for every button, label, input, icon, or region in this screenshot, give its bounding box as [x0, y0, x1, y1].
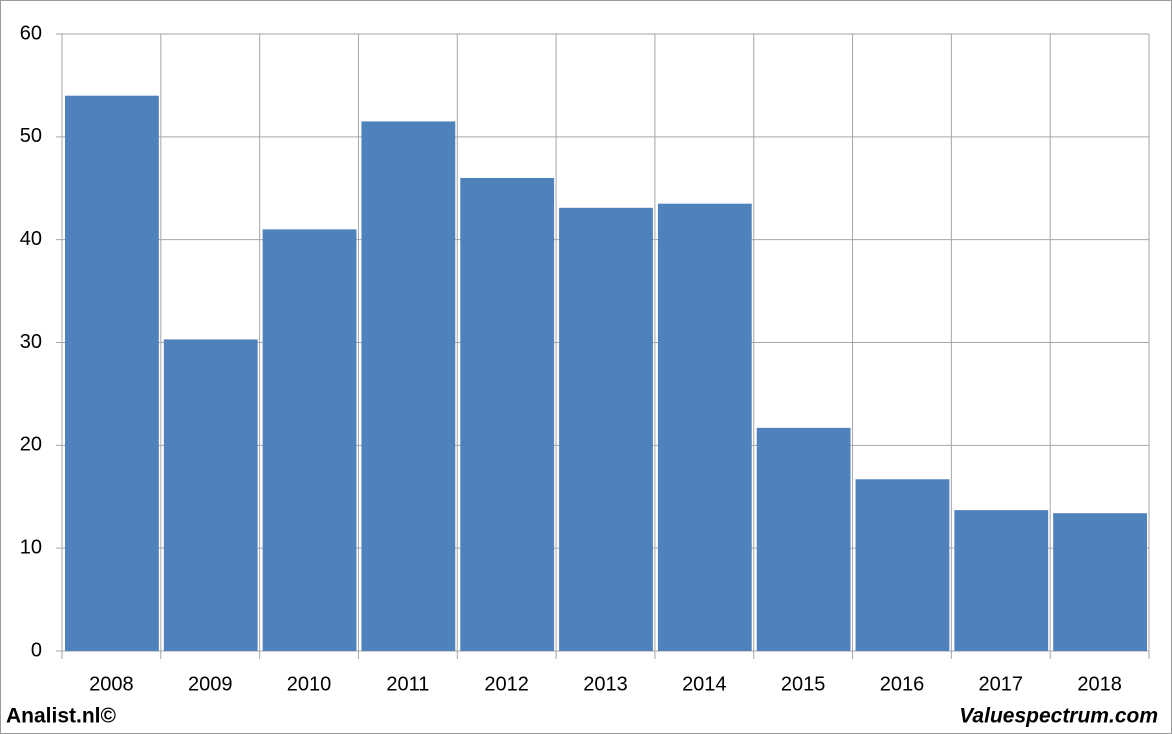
bar [65, 95, 159, 651]
bar [1053, 513, 1147, 651]
y-tick-label: 50 [20, 125, 42, 147]
y-tick-label: 0 [31, 639, 42, 661]
footer-left: Analist.nl© [6, 705, 117, 728]
x-tick-label: 2013 [583, 673, 628, 695]
bar [559, 207, 653, 651]
x-tick-label: 2016 [880, 673, 925, 695]
x-tick-label: 2017 [979, 673, 1024, 695]
y-tick-label: 10 [20, 536, 42, 558]
bar [657, 203, 752, 652]
x-tick-label: 2015 [781, 673, 826, 695]
bar [460, 177, 555, 651]
y-tick-label: 60 [20, 22, 42, 44]
y-tick-label: 40 [20, 228, 42, 250]
x-tick-label: 2012 [484, 673, 529, 695]
bar [954, 510, 1049, 651]
y-tick-label: 20 [20, 434, 42, 456]
x-tick-label: 2018 [1077, 673, 1122, 695]
bar [855, 479, 950, 651]
bar [361, 121, 456, 652]
bar [756, 427, 851, 651]
x-tick-label: 2011 [386, 673, 429, 695]
bar [262, 229, 357, 651]
x-tick-label: 2009 [188, 673, 233, 695]
x-tick-label: 2008 [89, 673, 134, 695]
x-tick-label: 2014 [682, 673, 727, 695]
footer-right: Valuespectrum.com [959, 705, 1158, 728]
bar [163, 339, 258, 651]
x-tick-label: 2010 [287, 673, 332, 695]
y-tick-label: 30 [20, 331, 42, 353]
